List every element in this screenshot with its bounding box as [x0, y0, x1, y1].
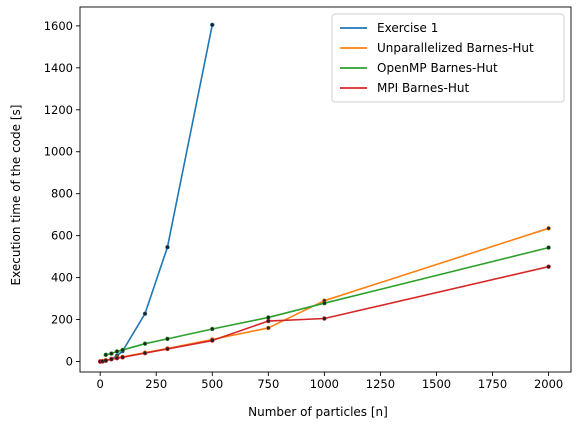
y-tick-label: 1000 [44, 145, 73, 159]
y-tick-label: 800 [51, 187, 73, 201]
x-tick-label: 250 [145, 377, 167, 391]
series-4-point-8 [165, 346, 170, 352]
series-3-point-4 [120, 347, 125, 353]
x-tick-label: 1750 [478, 377, 507, 391]
x-tick-label: 1000 [310, 377, 339, 391]
series-4-point-10 [266, 318, 271, 324]
series-3-point-5 [142, 341, 148, 346]
legend-label-4: MPI Barnes-Hut [377, 81, 469, 95]
y-tick-label: 600 [51, 229, 73, 243]
series-2-point-10 [266, 325, 271, 331]
series-1-point-9 [210, 22, 215, 28]
series-layer [97, 22, 551, 364]
series-1-point-7 [142, 311, 148, 316]
series-4-point-5 [114, 355, 120, 361]
legend-label-2: Unparallelized Barnes-Hut [377, 41, 534, 55]
series-3-point-1 [103, 352, 108, 357]
y-tick-label: 200 [51, 313, 73, 327]
x-tick-label: 2000 [534, 377, 563, 391]
series-4-point-4 [109, 357, 114, 362]
axes-frame [79, 6, 572, 373]
series-3-point-10 [546, 245, 551, 250]
y-tick-label: 400 [51, 271, 73, 285]
series-3-point-3 [114, 349, 120, 354]
axes-layer: 0 250 500 750 1000 1250 1500 1750 2000 0 200 400 600… [44, 6, 572, 391]
series-4-point-3 [103, 358, 108, 363]
y-tick-label: 1200 [44, 103, 73, 117]
series-3-point-7 [210, 326, 215, 332]
legend-label-1: Exercise 1 [377, 21, 438, 35]
x-tick-label: 1250 [366, 377, 395, 391]
x-tick-label: 750 [257, 377, 279, 391]
legend-box [331, 13, 565, 103]
series-4-point-12 [546, 264, 551, 269]
series-2-point-12 [546, 226, 551, 231]
series-3-point-8 [266, 315, 271, 320]
y-tick-label: 1600 [44, 19, 73, 33]
series-line-3 [105, 246, 549, 356]
x-tick-label: 0 [97, 377, 104, 391]
series-1-point-8 [165, 244, 170, 250]
x-tick-label: 500 [201, 377, 223, 391]
legend: Exercise 1 Unparallelized Barnes-Hut OpenM… [331, 13, 565, 103]
y-tick-label: 1400 [44, 61, 73, 75]
x-tick-label: 1500 [422, 377, 451, 391]
series-4-point-7 [142, 350, 148, 356]
x-axis-label: Number of particles [n] [248, 405, 388, 419]
series-4-point-11 [322, 316, 327, 321]
y-axis-label: Execution time of the code [s] [9, 105, 23, 286]
y-tick-label: 0 [66, 355, 73, 369]
legend-label-3: OpenMP Barnes-Hut [377, 61, 498, 75]
series-3-point-6 [165, 336, 170, 342]
series-3-point-9 [322, 301, 327, 306]
series-4-point-6 [120, 355, 125, 360]
series-3-point-2 [109, 351, 114, 356]
series-4-point-9 [210, 338, 215, 343]
